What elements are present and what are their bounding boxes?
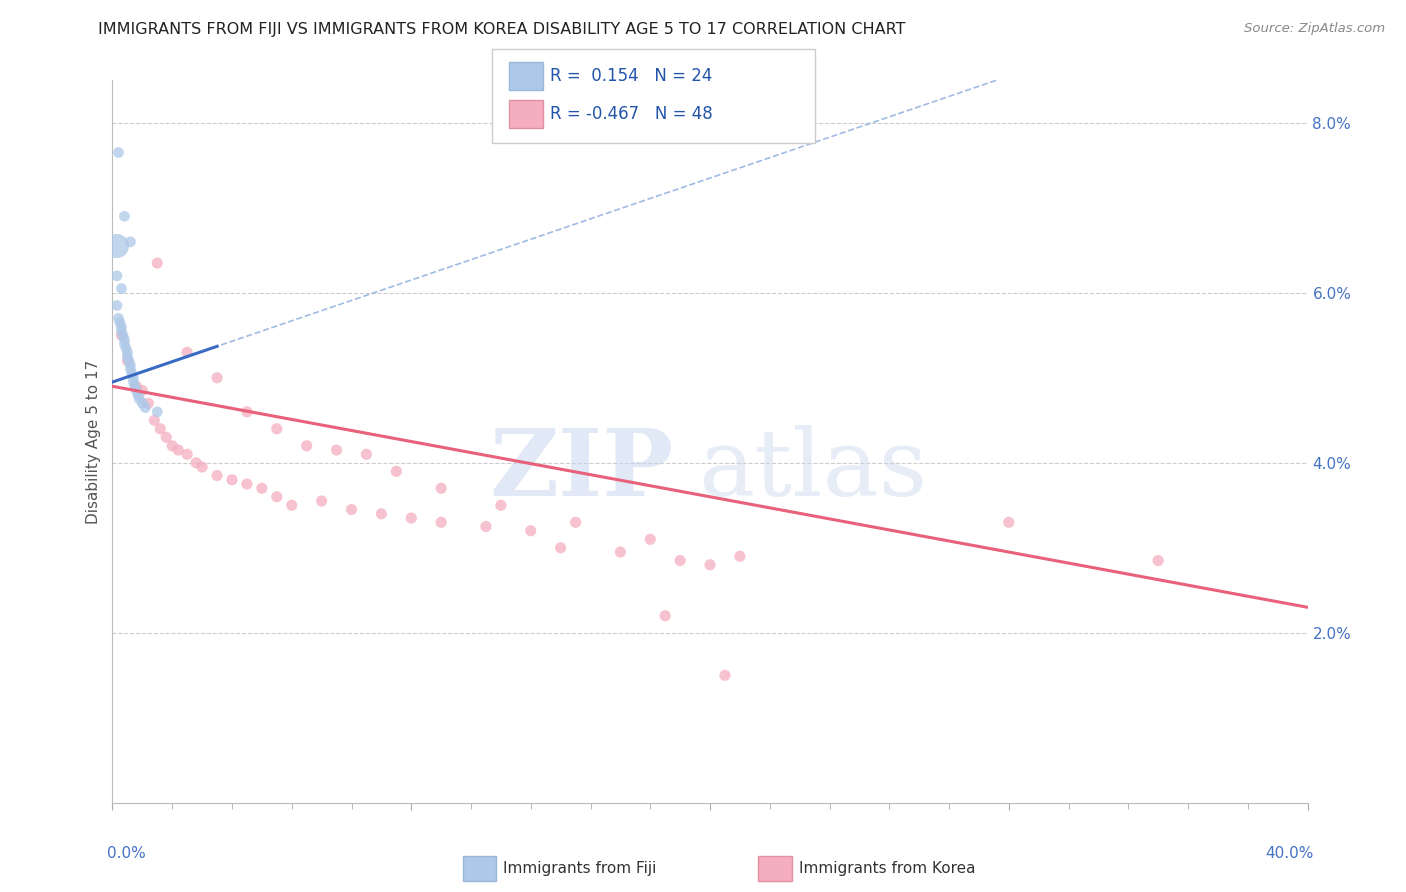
Point <box>176 345 198 359</box>
Text: atlas: atlas <box>699 425 928 516</box>
Point <box>475 519 498 533</box>
Point <box>122 375 145 389</box>
Point <box>370 507 392 521</box>
Point <box>205 468 228 483</box>
Point <box>131 384 153 398</box>
Point <box>236 405 259 419</box>
Point <box>122 371 145 385</box>
Point <box>111 328 134 343</box>
Point <box>385 464 408 478</box>
Point <box>115 341 138 355</box>
Text: Immigrants from Korea: Immigrants from Korea <box>799 862 976 876</box>
Point <box>110 324 132 338</box>
Point <box>120 362 142 376</box>
Point <box>401 511 423 525</box>
Point <box>564 516 586 530</box>
Point <box>550 541 572 555</box>
Point <box>117 353 139 368</box>
Point <box>134 401 156 415</box>
Text: 0.0%: 0.0% <box>107 847 145 861</box>
Point <box>340 502 363 516</box>
Point <box>118 353 141 368</box>
Point <box>266 422 288 436</box>
Point <box>107 145 129 160</box>
Point <box>117 345 139 359</box>
Point <box>121 367 143 381</box>
Point <box>1147 553 1170 567</box>
Point <box>325 443 347 458</box>
Text: Source: ZipAtlas.com: Source: ZipAtlas.com <box>1244 22 1385 36</box>
Point <box>114 209 135 223</box>
Point <box>114 336 135 351</box>
Point <box>110 281 132 295</box>
Point <box>609 545 631 559</box>
Point <box>281 498 304 512</box>
Point <box>108 316 131 330</box>
Point <box>125 379 148 393</box>
Point <box>146 256 169 270</box>
Point <box>105 268 128 283</box>
Point <box>998 516 1021 530</box>
Text: R =  0.154   N = 24: R = 0.154 N = 24 <box>550 67 711 85</box>
Point <box>107 311 129 326</box>
Text: IMMIGRANTS FROM FIJI VS IMMIGRANTS FROM KOREA DISABILITY AGE 5 TO 17 CORRELATION: IMMIGRANTS FROM FIJI VS IMMIGRANTS FROM … <box>98 22 905 37</box>
Point <box>176 447 198 461</box>
Point <box>149 422 172 436</box>
Point <box>311 494 333 508</box>
Point <box>191 460 214 475</box>
Point <box>669 553 692 567</box>
Point <box>128 392 150 406</box>
Point <box>138 396 160 410</box>
Point <box>266 490 288 504</box>
Point <box>699 558 721 572</box>
Text: Immigrants from Fiji: Immigrants from Fiji <box>503 862 657 876</box>
Point <box>205 371 228 385</box>
Point <box>221 473 243 487</box>
Point <box>155 430 177 444</box>
Point <box>654 608 676 623</box>
Point <box>186 456 208 470</box>
Point <box>167 443 190 458</box>
Point <box>520 524 543 538</box>
Text: 40.0%: 40.0% <box>1265 847 1313 861</box>
Point <box>146 405 169 419</box>
Point <box>120 235 142 249</box>
Point <box>105 299 128 313</box>
Point <box>640 533 662 547</box>
Point <box>125 384 148 398</box>
Text: R = -0.467   N = 48: R = -0.467 N = 48 <box>550 105 713 123</box>
Point <box>127 388 149 402</box>
Point <box>714 668 737 682</box>
Point <box>105 239 128 253</box>
Point <box>110 328 132 343</box>
Point <box>110 319 132 334</box>
Point <box>162 439 183 453</box>
Point <box>728 549 751 564</box>
Point <box>430 481 453 495</box>
Point <box>236 477 259 491</box>
Point <box>143 413 166 427</box>
Point <box>295 439 318 453</box>
Point <box>250 481 273 495</box>
Point <box>124 379 146 393</box>
Point <box>489 498 512 512</box>
Point <box>131 396 153 410</box>
Point <box>356 447 378 461</box>
Text: ZIP: ZIP <box>489 425 675 516</box>
Point <box>117 350 139 364</box>
Point <box>114 333 135 347</box>
Point <box>430 516 453 530</box>
Y-axis label: Disability Age 5 to 17: Disability Age 5 to 17 <box>86 359 101 524</box>
Point <box>120 358 142 372</box>
